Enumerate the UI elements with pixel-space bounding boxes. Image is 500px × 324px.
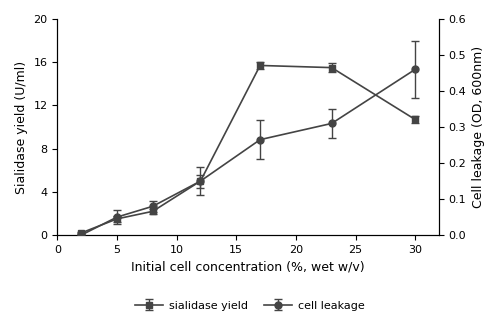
Legend: sialidase yield, cell leakage: sialidase yield, cell leakage (131, 296, 369, 315)
Y-axis label: Cell leakage (OD, 600nm): Cell leakage (OD, 600nm) (472, 46, 485, 208)
X-axis label: Initial cell concentration (%, wet w/v): Initial cell concentration (%, wet w/v) (132, 260, 365, 273)
Y-axis label: Sialidase yield (U/ml): Sialidase yield (U/ml) (15, 61, 28, 194)
